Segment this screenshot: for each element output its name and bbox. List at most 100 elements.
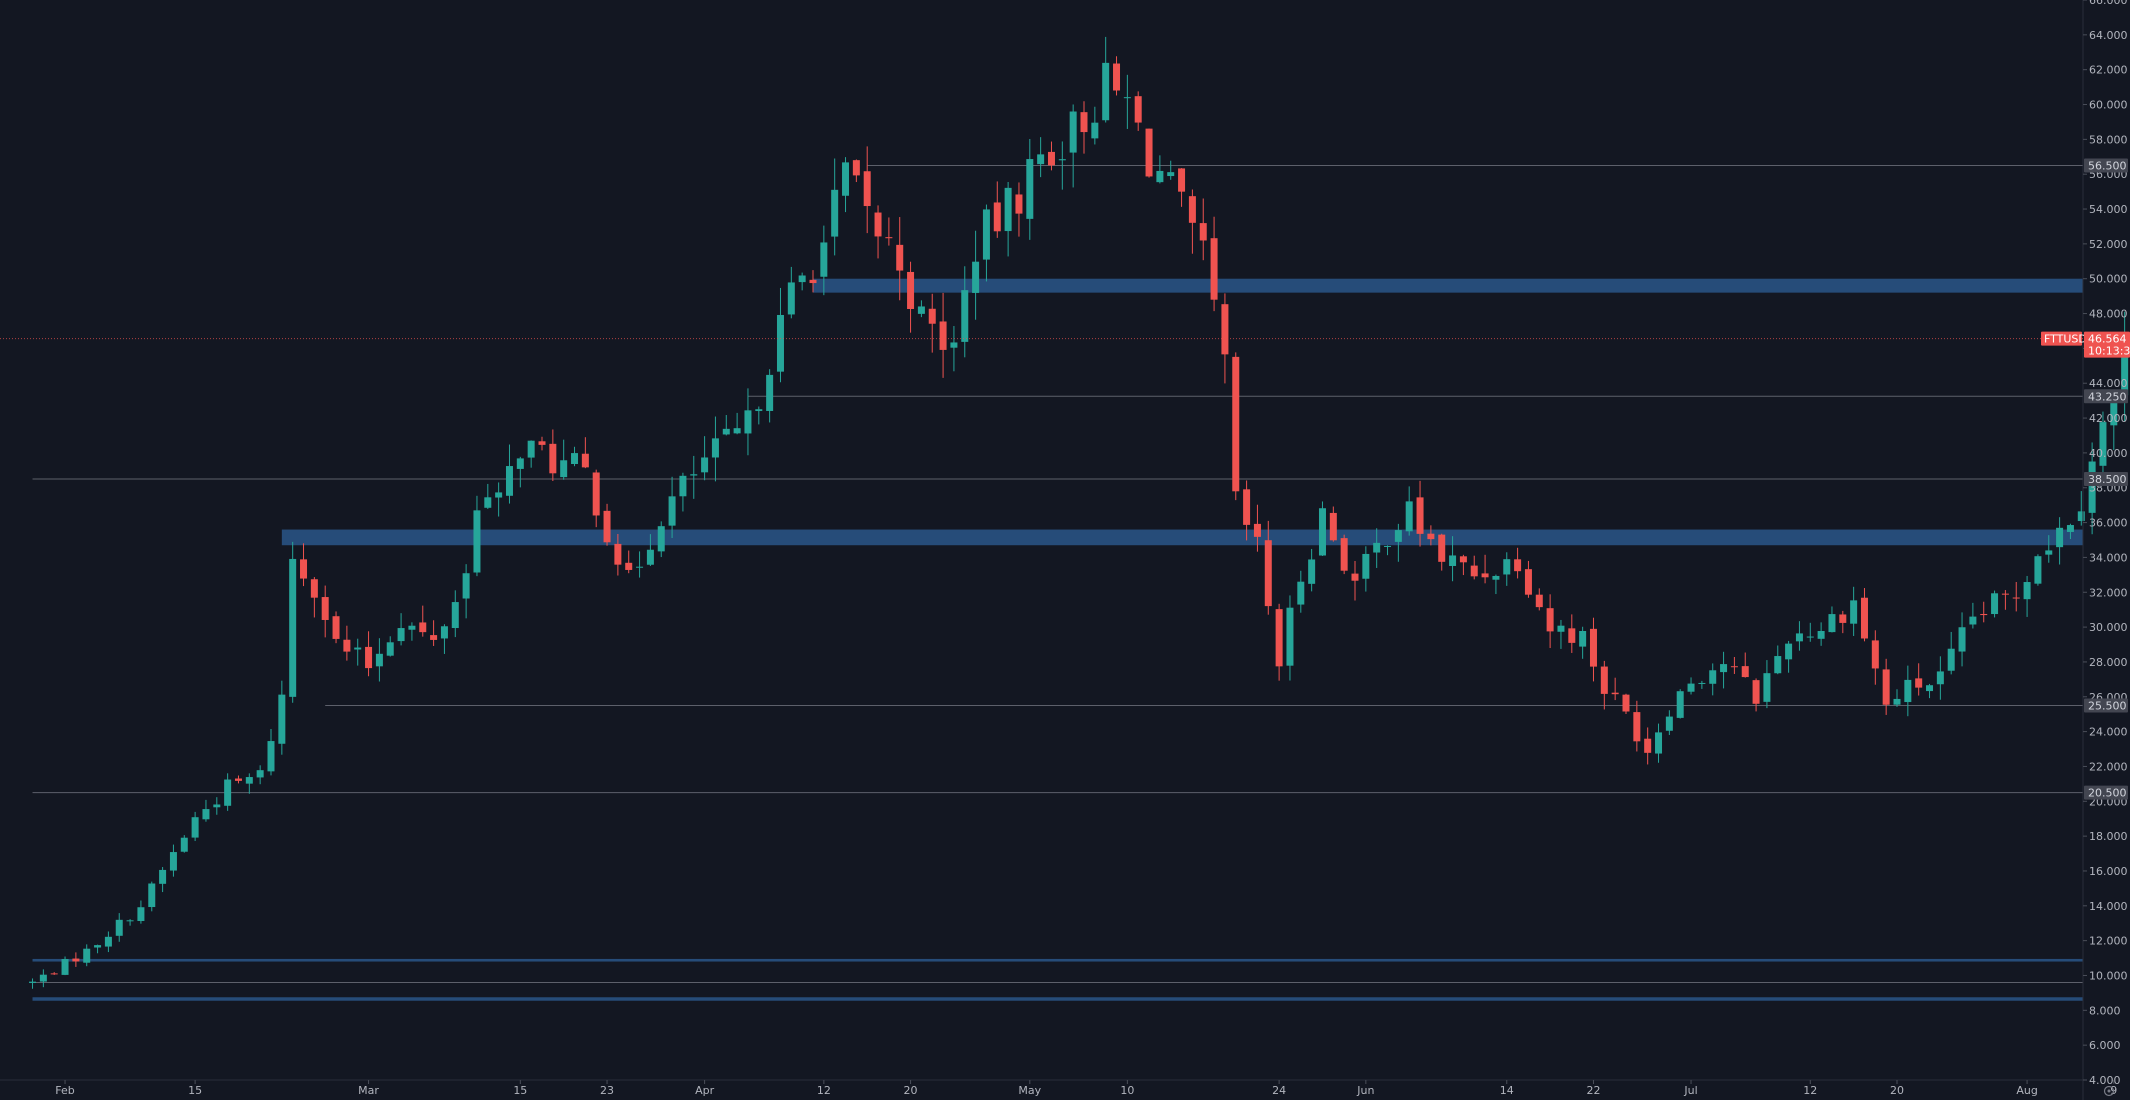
candle-136[interactable] [1503, 552, 1511, 586]
candle-169[interactable] [1860, 588, 1868, 642]
candle-89[interactable] [993, 181, 1001, 238]
candle-112[interactable] [1243, 480, 1251, 541]
candle-111[interactable] [1232, 352, 1240, 501]
candle-138[interactable] [1524, 560, 1532, 598]
candle-167[interactable] [1839, 610, 1847, 634]
candle-31[interactable] [365, 631, 373, 677]
candle-153[interactable] [1687, 677, 1695, 695]
candle-188[interactable] [2066, 523, 2074, 540]
candle-15[interactable] [191, 811, 199, 842]
candle-64[interactable] [722, 415, 730, 436]
candle-88[interactable] [982, 204, 990, 282]
candle-3[interactable] [61, 956, 69, 976]
candle-131[interactable] [1449, 536, 1457, 582]
candle-78[interactable] [874, 205, 882, 259]
candle-66[interactable] [744, 388, 752, 456]
candle-113[interactable] [1253, 504, 1261, 552]
candle-72[interactable] [809, 270, 817, 293]
candle-85[interactable] [950, 326, 958, 372]
candle-149[interactable] [1644, 727, 1652, 765]
candle-179[interactable] [1969, 602, 1977, 629]
candle-100[interactable] [1113, 56, 1121, 96]
candle-67[interactable] [755, 406, 763, 425]
candle-158[interactable] [1741, 652, 1749, 678]
candle-91[interactable] [1015, 182, 1023, 237]
candle-189[interactable] [2077, 491, 2085, 526]
candle-30[interactable] [354, 638, 362, 666]
candle-116[interactable] [1286, 595, 1294, 681]
candle-156[interactable] [1720, 651, 1728, 689]
candle-107[interactable] [1188, 189, 1196, 254]
candle-175[interactable] [1926, 683, 1934, 699]
candle-60[interactable] [679, 472, 687, 512]
candle-69[interactable] [776, 287, 784, 383]
candle-105[interactable] [1167, 160, 1175, 180]
candle-79[interactable] [885, 217, 893, 246]
candle-119[interactable] [1318, 501, 1326, 556]
candle-61[interactable] [690, 455, 698, 499]
price-axis[interactable]: 4.000 6.000 8.000 10.000 12.000 14.000 16.000 1… [2083, 0, 2128, 1087]
candle-7[interactable] [104, 931, 112, 953]
candle-121[interactable] [1340, 534, 1348, 575]
candle-117[interactable] [1297, 570, 1305, 613]
zone-3[interactable] [32, 997, 2083, 1001]
candle-47[interactable] [538, 436, 546, 451]
candle-2[interactable] [50, 972, 58, 975]
candle-118[interactable] [1308, 548, 1316, 592]
candle-140[interactable] [1546, 594, 1554, 649]
candle-16[interactable] [202, 799, 210, 822]
candle-139[interactable] [1535, 588, 1543, 611]
candle-141[interactable] [1557, 619, 1565, 649]
candle-37[interactable] [430, 620, 438, 646]
zone-2[interactable] [32, 958, 2083, 962]
candle-82[interactable] [917, 300, 925, 318]
candle-171[interactable] [1882, 658, 1890, 715]
candle-176[interactable] [1936, 656, 1944, 700]
candle-59[interactable] [668, 476, 676, 539]
candle-99[interactable] [1102, 36, 1110, 123]
candle-57[interactable] [646, 534, 654, 566]
candle-42[interactable] [484, 483, 492, 509]
candle-115[interactable] [1275, 603, 1283, 681]
candle-104[interactable] [1156, 155, 1164, 184]
candle-186[interactable] [2045, 535, 2053, 563]
candle-122[interactable] [1351, 560, 1359, 601]
candle-178[interactable] [1958, 612, 1966, 667]
candle-40[interactable] [462, 564, 470, 619]
candle-39[interactable] [451, 590, 459, 638]
candle-86[interactable] [961, 266, 969, 358]
candle-162[interactable] [1785, 640, 1793, 673]
candle-12[interactable] [159, 867, 167, 893]
candle-155[interactable] [1709, 663, 1717, 696]
candle-0[interactable] [29, 978, 37, 989]
candle-164[interactable] [1806, 622, 1814, 642]
candle-172[interactable] [1893, 689, 1901, 707]
candle-14[interactable] [180, 835, 188, 853]
candle-168[interactable] [1850, 586, 1858, 636]
candle-80[interactable] [896, 217, 904, 301]
candle-103[interactable] [1145, 128, 1153, 178]
candle-173[interactable] [1904, 665, 1912, 717]
candle-90[interactable] [1004, 181, 1012, 257]
candle-8[interactable] [115, 913, 123, 942]
candle-81[interactable] [907, 261, 915, 333]
candle-157[interactable] [1730, 657, 1738, 674]
candle-160[interactable] [1763, 660, 1771, 709]
candle-161[interactable] [1774, 645, 1782, 675]
candle-75[interactable] [842, 157, 850, 213]
candle-106[interactable] [1178, 168, 1186, 207]
candle-25[interactable] [300, 543, 308, 587]
candle-108[interactable] [1199, 198, 1207, 261]
candle-130[interactable] [1438, 533, 1446, 571]
candle-32[interactable] [375, 638, 383, 682]
candle-148[interactable] [1633, 700, 1641, 752]
candle-163[interactable] [1795, 621, 1803, 651]
candle-43[interactable] [495, 482, 503, 517]
candle-49[interactable] [560, 439, 568, 480]
candle-92[interactable] [1026, 139, 1034, 240]
candle-20[interactable] [245, 773, 253, 794]
candle-54[interactable] [614, 533, 622, 576]
candle-84[interactable] [939, 292, 947, 378]
candle-65[interactable] [733, 412, 741, 435]
candle-51[interactable] [581, 437, 589, 469]
